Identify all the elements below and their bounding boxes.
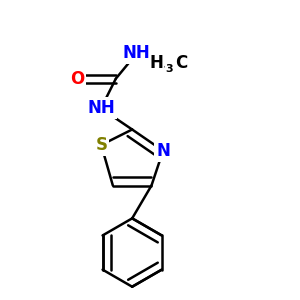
Text: NH: NH bbox=[87, 99, 115, 117]
Text: O: O bbox=[70, 70, 84, 88]
Text: C: C bbox=[175, 54, 187, 72]
Text: S: S bbox=[95, 136, 107, 154]
Text: 3: 3 bbox=[165, 64, 172, 74]
Text: H: H bbox=[149, 54, 164, 72]
Text: N: N bbox=[156, 142, 170, 160]
Text: NH: NH bbox=[123, 44, 151, 62]
